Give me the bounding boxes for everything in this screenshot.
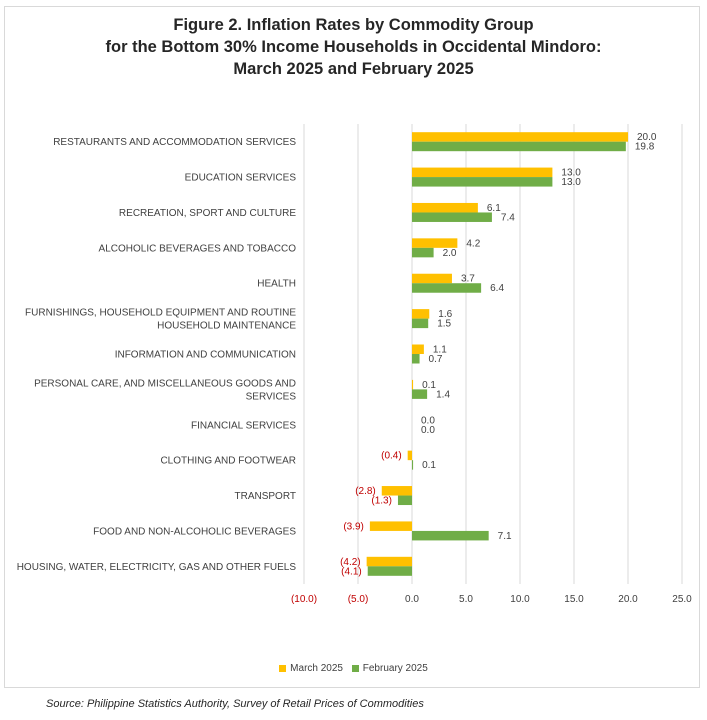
data-label-february: 7.4 — [501, 212, 515, 223]
x-tick-label: 5.0 — [459, 594, 473, 605]
data-label-march: 0.0 — [421, 415, 435, 426]
bar-february — [412, 247, 434, 258]
bar-march — [412, 167, 553, 178]
category-label: ALCOHOLIC BEVERAGES AND TOBACCO — [99, 243, 297, 254]
x-tick-label: 20.0 — [618, 594, 638, 605]
category-label: INFORMATION AND COMMUNICATION — [115, 350, 296, 361]
bar-march — [412, 344, 424, 354]
category-label: RECREATION, SPORT AND CULTURE — [119, 208, 296, 219]
data-label-march: 20.0 — [637, 132, 657, 143]
x-tick-label: 15.0 — [564, 594, 584, 605]
bar-march — [366, 556, 412, 567]
title-line-2: for the Bottom 30% Income Households in … — [105, 38, 602, 56]
bar-february — [367, 566, 412, 576]
bar-february — [412, 283, 482, 293]
bar-march — [412, 309, 430, 319]
data-label-february: 0.7 — [429, 354, 443, 365]
source-note: Source: Philippine Statistics Authority,… — [46, 698, 424, 710]
data-label-march: (3.9) — [343, 521, 364, 532]
data-label-march: 3.7 — [461, 274, 475, 285]
data-label-march: 1.6 — [438, 309, 452, 320]
category-label: FURNISHINGS, HOUSEHOLD EQUIPMENT AND ROU… — [25, 308, 296, 319]
data-label-march: 13.0 — [561, 168, 581, 179]
category-label: CLOTHING AND FOOTWEAR — [160, 456, 296, 467]
title-line-3: March 2025 and February 2025 — [233, 60, 474, 78]
category-label: FINANCIAL SERVICES — [191, 420, 296, 431]
bar-february — [412, 141, 626, 152]
data-label-february: 6.4 — [490, 283, 504, 294]
data-label-march: (0.4) — [381, 451, 402, 462]
data-label-march: 0.1 — [422, 380, 436, 391]
data-label-february: 13.0 — [561, 177, 581, 188]
legend-item-march: March 2025 — [279, 663, 343, 674]
bar-february — [412, 354, 420, 364]
category-label: HOUSING, WATER, ELECTRICITY, GAS AND OTH… — [17, 562, 297, 573]
data-label-february: 19.8 — [635, 142, 655, 153]
legend-label-march: March 2025 — [290, 663, 343, 674]
bar-march — [369, 521, 412, 531]
bar-march — [412, 238, 458, 248]
category-label: HEALTH — [257, 279, 296, 290]
category-label: TRANSPORT — [235, 491, 297, 502]
bar-february — [412, 460, 414, 470]
bar-march — [412, 202, 478, 213]
data-label-february: 1.5 — [437, 319, 451, 330]
category-label: EDUCATION SERVICES — [185, 173, 297, 184]
chart-title: Figure 2. Inflation Rates by Commodity G… — [0, 14, 707, 80]
bar-march — [412, 379, 414, 390]
chart-frame — [4, 6, 700, 688]
legend-swatch-march — [279, 665, 287, 672]
category-label: SERVICES — [246, 391, 297, 402]
category-label: RESTAURANTS AND ACCOMMODATION SERVICES — [53, 137, 296, 148]
bar-february — [412, 530, 489, 541]
legend-label-february: February 2025 — [362, 663, 428, 674]
x-tick-label: (5.0) — [348, 594, 369, 605]
legend-swatch-february — [351, 665, 359, 672]
bar-february — [412, 318, 429, 329]
data-label-february: 2.0 — [443, 248, 457, 259]
data-label-march: (4.2) — [340, 557, 361, 568]
bar-february — [412, 177, 553, 187]
data-label-february: 7.1 — [498, 531, 512, 542]
bar-february — [412, 212, 492, 222]
data-label-march: 6.1 — [487, 203, 501, 214]
title-line-1: Figure 2. Inflation Rates by Commodity G… — [173, 16, 534, 34]
bar-march — [407, 450, 412, 461]
bar-march — [412, 132, 628, 142]
category-label: FOOD AND NON-ALCOHOLIC BEVERAGES — [93, 526, 296, 537]
bar-february — [412, 389, 428, 399]
bar-march — [412, 273, 452, 284]
data-label-march: 4.2 — [466, 238, 480, 249]
x-tick-label: 0.0 — [405, 594, 419, 605]
category-label: HOUSEHOLD MAINTENANCE — [157, 321, 296, 332]
data-label-february: (4.1) — [341, 566, 362, 577]
data-label-march: 1.1 — [433, 345, 447, 356]
bar-february — [397, 495, 412, 506]
data-label-february: 1.4 — [436, 389, 450, 400]
data-label-february: 0.1 — [422, 460, 436, 471]
legend-item-february: February 2025 — [351, 663, 428, 674]
bar-chart: (10.0) (5.0) 0.0 5.0 10.0 15.0 20.0 25.0 RESTAUR… — [17, 124, 692, 605]
category-label: PERSONAL CARE, AND MISCELLANEOUS GOODS A… — [34, 378, 296, 389]
data-label-february: (1.3) — [371, 496, 392, 507]
x-tick-label: 25.0 — [672, 594, 692, 605]
data-label-february: 0.0 — [421, 425, 435, 436]
x-tick-label: (10.0) — [291, 594, 317, 605]
data-label-march: (2.8) — [355, 486, 376, 497]
x-tick-label: 10.0 — [510, 594, 530, 605]
bar-march — [381, 486, 412, 496]
legend: March 2025 February 2025 — [0, 663, 707, 675]
